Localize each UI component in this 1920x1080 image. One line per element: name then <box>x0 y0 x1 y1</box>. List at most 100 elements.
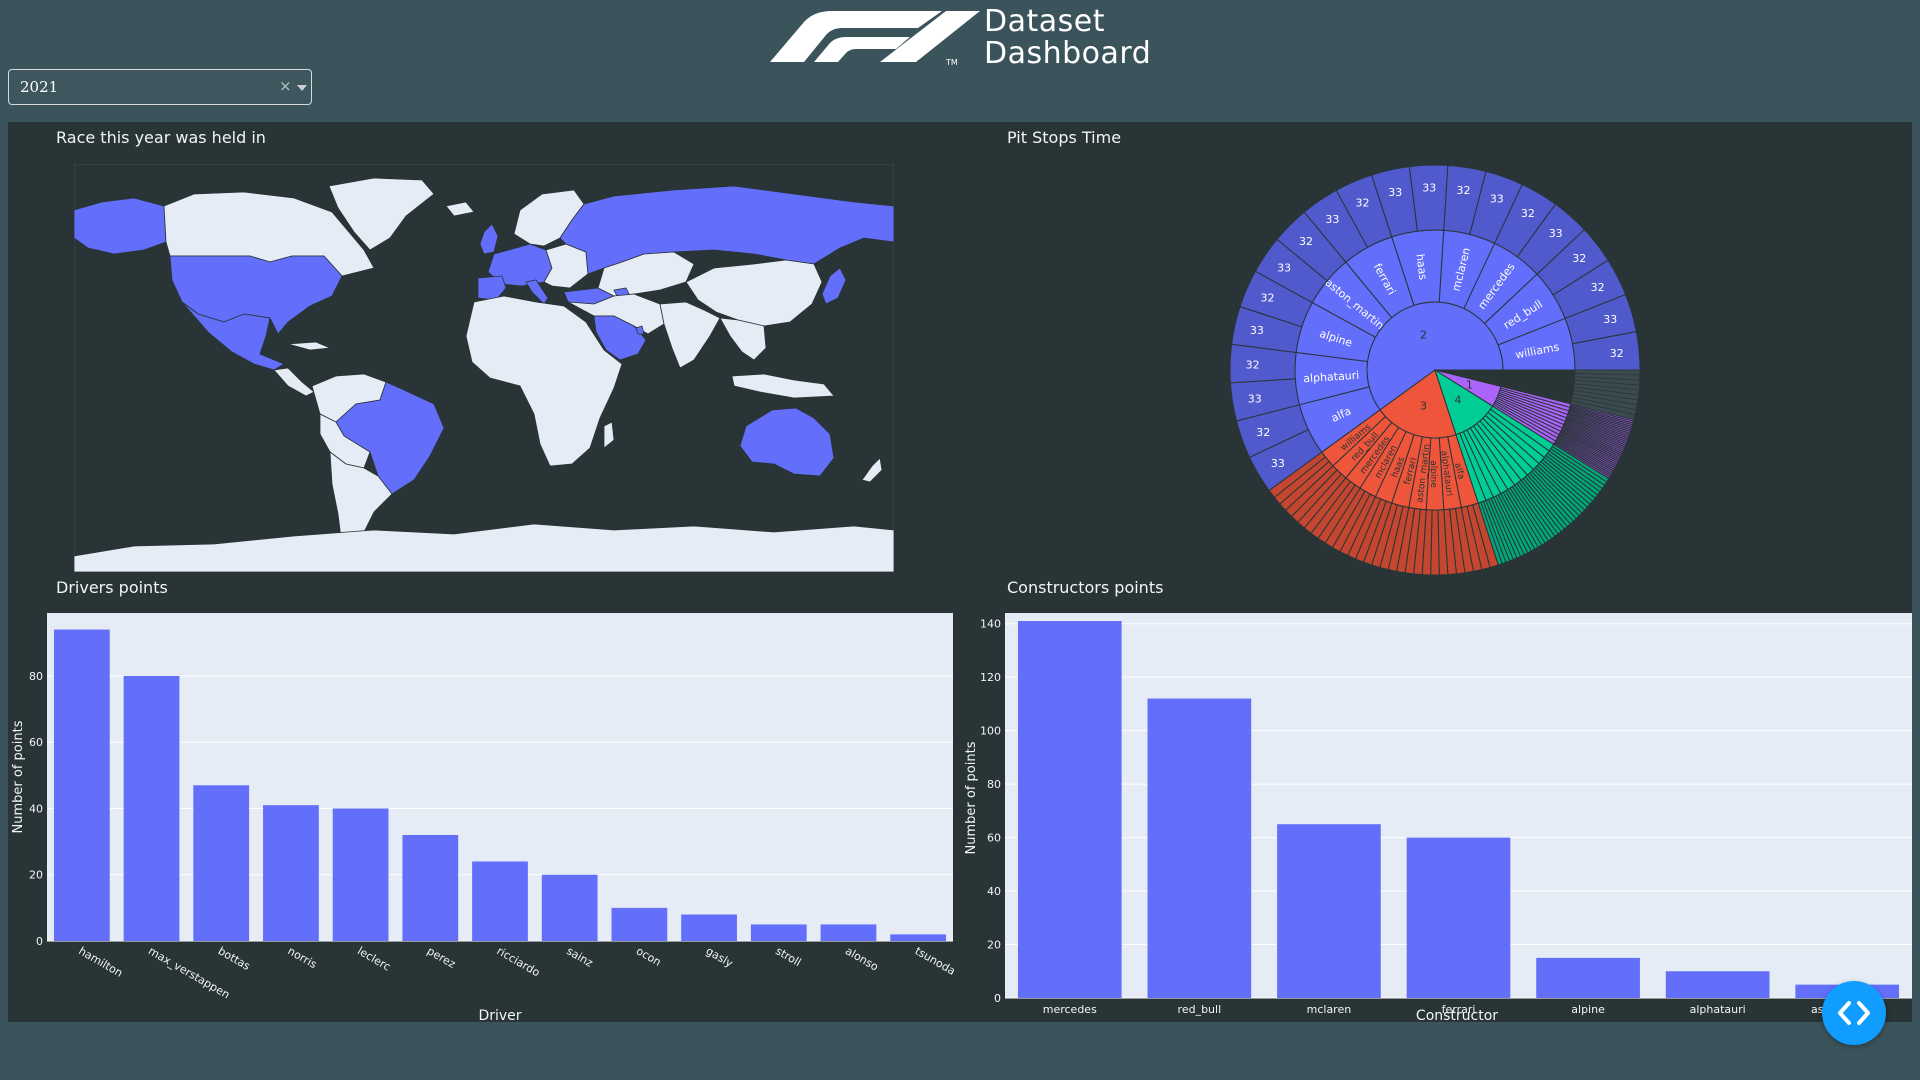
f1-logo-icon: TM <box>770 11 980 66</box>
constructors-bar-alphatauri[interactable] <box>1665 971 1770 998</box>
code-toggle-button[interactable] <box>1822 981 1886 1045</box>
brand-line-2: Dashboard <box>984 36 1152 71</box>
clear-icon[interactable]: × <box>279 77 292 95</box>
sunburst-inner-label: 4 <box>1455 393 1462 406</box>
constructors-ytick-label: 80 <box>987 778 1001 791</box>
constructors-x-axis-label: Constructor <box>1416 1008 1498 1024</box>
drivers-bar-hamilton[interactable] <box>53 629 110 941</box>
drivers-ytick-label: 40 <box>29 802 43 815</box>
country-greenland[interactable] <box>328 177 435 251</box>
constructors-bar-mclaren[interactable] <box>1277 824 1381 998</box>
drivers-xtick-label: gasly <box>704 944 736 970</box>
country-alaska[interactable] <box>74 197 167 255</box>
country-southeast-asia[interactable] <box>719 317 767 361</box>
country-africa[interactable] <box>465 295 623 467</box>
drivers-y-axis-label: Number of points <box>11 720 26 833</box>
drivers-bar-stroll[interactable] <box>750 924 807 941</box>
sunburst-outer-segment[interactable] <box>1570 400 1636 420</box>
constructors-xtick-label: alpine <box>1571 1003 1605 1016</box>
constructors-ytick-label: 60 <box>987 832 1001 845</box>
drivers-bar-leclerc[interactable] <box>332 808 389 941</box>
pit-stops-title: Pit Stops Time <box>1007 128 1122 147</box>
sunburst-outer-label: 32 <box>1261 292 1275 305</box>
country-russia[interactable] <box>559 185 894 275</box>
drivers-xtick-label: norris <box>285 944 319 971</box>
drivers-bar-ocon[interactable] <box>611 907 668 941</box>
constructors-xtick-label: ferrari <box>1442 1003 1476 1016</box>
country-mexico[interactable] <box>181 301 285 371</box>
sunburst-outer-label: 32 <box>1591 281 1605 294</box>
drivers-ytick-label: 80 <box>29 670 43 683</box>
drivers-bar-norris[interactable] <box>263 805 319 941</box>
country-new-zealand[interactable] <box>861 457 883 483</box>
sunburst-outer-label: 32 <box>1299 235 1313 248</box>
country-japan[interactable] <box>821 267 847 305</box>
drivers-bar-max_verstappen[interactable] <box>123 675 180 941</box>
constructors-bar-red_bull[interactable] <box>1147 698 1252 998</box>
country-antarctica[interactable] <box>74 523 894 572</box>
constructors-bar-mercedes[interactable] <box>1017 621 1122 998</box>
drivers-bar-gasly[interactable] <box>681 914 737 941</box>
country-uk[interactable] <box>479 223 499 255</box>
brand-title: Dataset Dashboard <box>984 6 1151 70</box>
drivers-bar-ricciardo[interactable] <box>472 861 528 941</box>
drivers-bar-tsunoda[interactable] <box>890 934 947 941</box>
country-china[interactable] <box>685 259 823 327</box>
drivers-xtick-label: perez <box>425 944 458 971</box>
drivers-bar-perez[interactable] <box>402 834 459 941</box>
drivers-title: Drivers points <box>56 578 168 597</box>
country-qatar[interactable] <box>635 325 645 335</box>
country-southern-cone[interactable] <box>329 451 393 555</box>
country-madagascar[interactable] <box>603 421 615 449</box>
sunburst-outer-label: 33 <box>1277 261 1291 274</box>
country-cuba[interactable] <box>287 341 331 351</box>
country-iceland[interactable] <box>445 201 475 217</box>
sunburst-outer-label: 32 <box>1457 184 1471 197</box>
country-saudi-arabia[interactable] <box>593 315 647 361</box>
sunburst-outer-label: 33 <box>1388 186 1402 199</box>
constructors-title: Constructors points <box>1007 578 1164 597</box>
sunburst-inner-label: 2 <box>1420 328 1427 341</box>
year-dropdown[interactable]: 2021 × <box>8 69 312 105</box>
sunburst-outer-label: 32 <box>1610 347 1624 360</box>
drivers-ytick-label: 20 <box>29 869 43 882</box>
constructors-xtick-label: alphatauri <box>1690 1003 1746 1016</box>
code-icon <box>1838 1001 1870 1025</box>
sunburst-outer-label: 32 <box>1521 207 1535 220</box>
year-selected-value: 2021 <box>20 78 59 96</box>
drivers-x-axis-label: Driver <box>478 1008 521 1024</box>
drivers-bar-sainz[interactable] <box>541 874 598 941</box>
sunburst-outer-segment[interactable] <box>1553 442 1611 480</box>
sunburst-outer-label: 33 <box>1271 457 1285 470</box>
sunburst-outer-label: 33 <box>1490 192 1504 205</box>
country-indonesia[interactable] <box>731 373 835 399</box>
constructors-bar-chart[interactable]: 0 20 40 60 80 100 120 140 mercedes red_bull mclar… <box>960 600 1920 1030</box>
sunburst-outer-label: 33 <box>1603 313 1617 326</box>
sunburst-middle-label: alpine <box>1428 460 1438 488</box>
drivers-xtick-label: alonso <box>843 944 881 973</box>
sunburst-middle-label: haas <box>1413 253 1429 281</box>
world-map[interactable] <box>74 164 894 572</box>
country-italy[interactable] <box>525 279 549 305</box>
drivers-bar-bottas[interactable] <box>193 785 250 941</box>
chevron-down-icon[interactable] <box>297 85 307 91</box>
country-india[interactable] <box>659 301 721 369</box>
constructors-bar-alpine[interactable] <box>1536 957 1640 998</box>
constructors-xtick-label: red_bull <box>1178 1003 1222 1016</box>
drivers-bar-alonso[interactable] <box>820 924 877 941</box>
sunburst-outer-segment[interactable] <box>1477 501 1503 566</box>
sunburst-outer-label: 33 <box>1248 393 1262 406</box>
constructors-ytick-label: 20 <box>987 939 1001 952</box>
sunburst-outer-label: 33 <box>1325 213 1339 226</box>
drivers-ytick-label: 0 <box>36 935 43 948</box>
sunburst-inner-label: 1 <box>1466 379 1473 392</box>
country-iberia[interactable] <box>477 275 507 301</box>
sunburst-inner-label: 3 <box>1420 400 1427 413</box>
sunburst-outer-segment[interactable] <box>1268 451 1326 499</box>
constructors-bar-ferrari[interactable] <box>1406 837 1511 998</box>
country-australia[interactable] <box>739 407 835 477</box>
sunburst-outer-label: 32 <box>1572 252 1586 265</box>
drivers-xtick-label: ocon <box>634 944 663 969</box>
